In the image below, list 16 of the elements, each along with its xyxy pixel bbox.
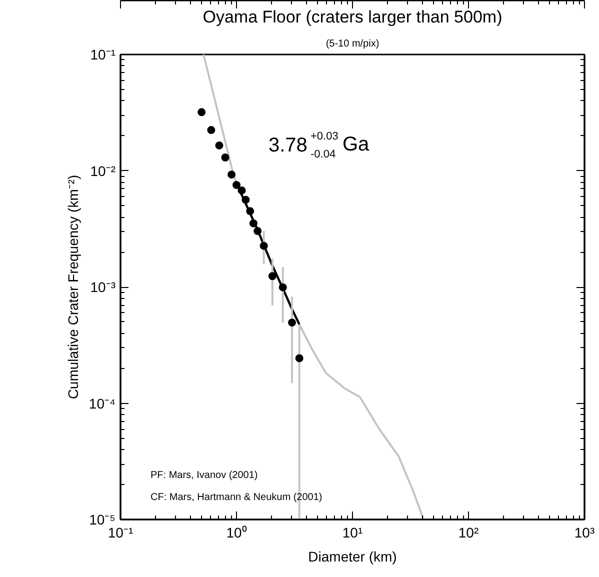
x-tick-label: 10⁰ — [226, 524, 247, 540]
x-tick-label: 10¹ — [342, 524, 363, 540]
y-tick-label: 10⁻³ — [90, 279, 116, 295]
chart-title: Oyama Floor (craters larger than 500m) — [202, 8, 502, 26]
y-axis-title: Cumulative Crater Frequency (km⁻²) — [64, 174, 81, 400]
y-tick-label: 10⁻¹ — [90, 46, 116, 62]
y-tick-label: 10⁻⁴ — [88, 395, 116, 412]
x-tick-label: 10² — [458, 524, 479, 540]
x-tick-label: 10⁻¹ — [108, 524, 134, 540]
annotation: PF: Mars, Ivanov (2001) — [150, 470, 258, 481]
y-tick-label: 10⁻⁵ — [89, 512, 116, 528]
chart-subtitle: (5-10 m/pix) — [326, 38, 380, 50]
x-tick-label: 10³ — [574, 524, 595, 540]
annotation: CF: Mars, Hartmann & Neukum (2001) — [150, 492, 322, 503]
y-tick-label: 10⁻² — [90, 162, 116, 179]
x-axis-title: Diameter (km) — [308, 548, 397, 564]
